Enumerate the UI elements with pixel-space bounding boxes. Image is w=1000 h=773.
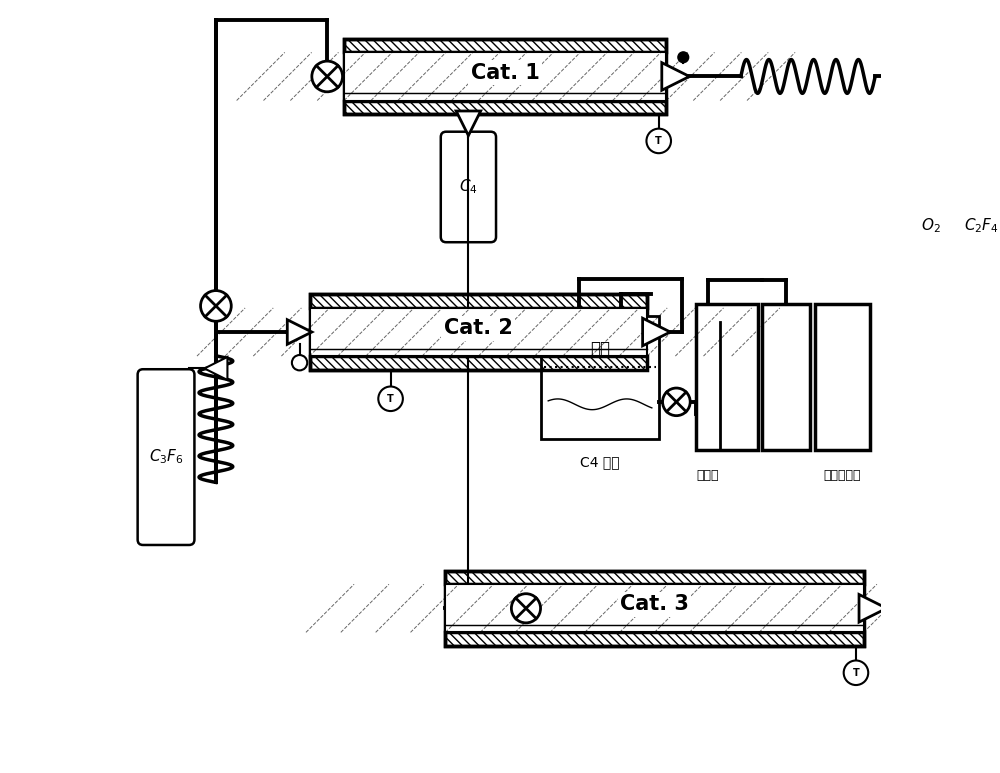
Circle shape bbox=[312, 61, 343, 92]
Bar bbox=[762, 305, 810, 450]
Bar bbox=[445, 632, 864, 646]
Polygon shape bbox=[204, 357, 227, 380]
Text: T: T bbox=[853, 668, 859, 678]
Text: T: T bbox=[655, 136, 662, 146]
Text: 氨水: 氨水 bbox=[590, 340, 610, 358]
Bar bbox=[310, 295, 647, 308]
Circle shape bbox=[646, 128, 671, 153]
Polygon shape bbox=[456, 111, 481, 135]
Circle shape bbox=[678, 52, 689, 63]
FancyBboxPatch shape bbox=[138, 369, 194, 545]
Bar bbox=[445, 584, 864, 632]
Circle shape bbox=[663, 388, 690, 416]
Circle shape bbox=[938, 63, 966, 90]
Text: C4 酰胺: C4 酰胺 bbox=[580, 455, 620, 469]
Polygon shape bbox=[859, 594, 887, 622]
Text: 预热气化塔: 预热气化塔 bbox=[823, 469, 861, 482]
Text: T: T bbox=[387, 393, 394, 404]
Text: Cat. 2: Cat. 2 bbox=[444, 318, 513, 338]
Circle shape bbox=[511, 594, 541, 623]
Bar bbox=[344, 100, 666, 114]
Text: $C_4$: $C_4$ bbox=[459, 178, 478, 196]
Polygon shape bbox=[662, 63, 689, 90]
Bar bbox=[541, 316, 659, 439]
Text: Cat. 3: Cat. 3 bbox=[620, 594, 689, 615]
Circle shape bbox=[844, 660, 868, 685]
Text: $O_2$: $O_2$ bbox=[921, 216, 940, 236]
Bar bbox=[344, 39, 666, 114]
Bar bbox=[310, 356, 647, 369]
FancyBboxPatch shape bbox=[953, 140, 1000, 312]
Bar bbox=[344, 39, 666, 53]
Polygon shape bbox=[643, 318, 670, 346]
Bar bbox=[310, 308, 647, 356]
Bar bbox=[445, 570, 864, 584]
FancyBboxPatch shape bbox=[903, 140, 958, 312]
Bar bbox=[696, 305, 758, 450]
Bar bbox=[815, 305, 870, 450]
Text: $C_3F_6$: $C_3F_6$ bbox=[149, 448, 183, 466]
Bar bbox=[445, 570, 864, 584]
Bar bbox=[310, 295, 647, 369]
Bar bbox=[344, 53, 666, 100]
Bar bbox=[310, 356, 647, 369]
FancyBboxPatch shape bbox=[441, 131, 496, 242]
Polygon shape bbox=[970, 111, 993, 134]
Circle shape bbox=[890, 63, 918, 90]
Polygon shape bbox=[919, 111, 942, 134]
Bar bbox=[344, 100, 666, 114]
Text: 干燥塔: 干燥塔 bbox=[697, 469, 719, 482]
Bar bbox=[445, 632, 864, 646]
Bar bbox=[310, 295, 647, 308]
Text: $C_2F_4$: $C_2F_4$ bbox=[964, 216, 998, 236]
Bar bbox=[344, 39, 666, 53]
Circle shape bbox=[378, 386, 403, 411]
Circle shape bbox=[292, 355, 307, 370]
Text: Cat. 1: Cat. 1 bbox=[471, 63, 540, 83]
Bar bbox=[445, 570, 864, 646]
Polygon shape bbox=[287, 320, 312, 344]
Circle shape bbox=[201, 291, 231, 322]
